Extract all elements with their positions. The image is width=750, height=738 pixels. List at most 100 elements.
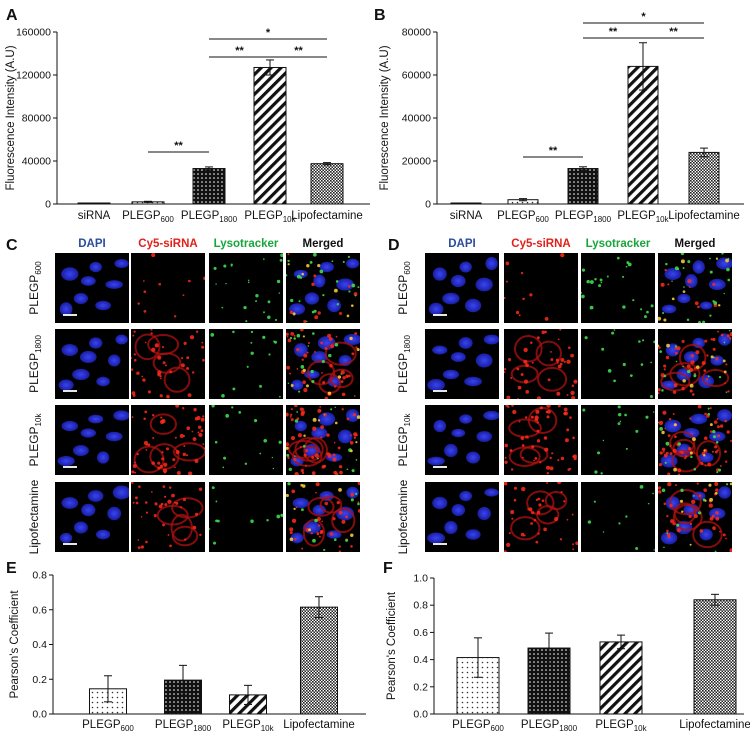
row-label-sub: 600 (403, 261, 412, 275)
category-label-3: Lipofectamine (283, 719, 355, 731)
y-tick-label: 0.8 (32, 570, 47, 582)
micrograph-content (504, 329, 578, 399)
significance-label: ** (174, 140, 183, 152)
y-tick-label: 0.6 (32, 604, 47, 616)
row-label-base: PLEGP (396, 426, 410, 466)
row-label-0: PLEGP600 (396, 261, 412, 315)
category-label-4: Lipofectamine (291, 210, 363, 222)
category-label-3-base: PLEGP (244, 210, 283, 222)
category-label-1-base: PLEGP (497, 210, 536, 222)
row-label-sub: 1800 (34, 335, 43, 353)
micrograph-content (211, 405, 282, 470)
row-label-base: PLEGP (27, 353, 41, 393)
bar-3 (300, 606, 338, 715)
micrograph-content (210, 330, 281, 398)
y-tick-label: 120000 (16, 70, 51, 82)
micrograph-content (582, 405, 655, 475)
category-label-0-sub: 600 (491, 724, 505, 733)
category-label-0-base: siRNA (78, 210, 111, 222)
micrograph-content (427, 410, 499, 466)
significance-label: * (266, 27, 271, 39)
micrograph-cy5 (131, 253, 205, 323)
y-tick-label: 0.8 (413, 600, 428, 612)
category-label-3-sub: 10k (283, 215, 297, 224)
micrograph-content (59, 485, 129, 544)
category-label-2-base: PLEGP (181, 210, 220, 222)
category-label-1-sub: 1800 (559, 724, 577, 733)
micrograph-lyso (581, 253, 655, 323)
y-axis-title: Fluorescence Intensity (A.U) (5, 45, 17, 190)
micrograph-content (504, 482, 578, 552)
micrograph-content (587, 484, 655, 551)
category-label-2-sub: 1800 (219, 215, 237, 224)
micrograph-cy5 (504, 253, 578, 323)
micrograph-lyso (581, 482, 655, 552)
y-tick-label: 1.0 (413, 573, 428, 585)
y-tick-label: 0.2 (413, 681, 428, 693)
category-label-2-base: PLEGP (222, 719, 261, 731)
category-label-0: siRNA (78, 210, 111, 222)
micrograph-content (658, 253, 732, 323)
y-axis-title: Pearson's Coefficient (386, 591, 398, 700)
micrograph-content (59, 258, 129, 316)
row-label-base: Lipofectamine (27, 479, 41, 554)
micrograph-content (428, 256, 498, 316)
micrograph-content (286, 405, 360, 475)
row-label-base: PLEGP (27, 275, 41, 315)
category-label-0-base: siRNA (450, 210, 483, 222)
y-tick-label: 0.6 (413, 627, 428, 639)
micrograph-content (286, 253, 360, 323)
micrograph-content (286, 482, 360, 552)
micrograph-content (58, 334, 128, 391)
row-label-sub: 10k (34, 413, 43, 427)
bar-3 (253, 66, 287, 205)
row-label-sub: 1800 (403, 335, 412, 353)
category-label-2: PLEGP10k (222, 719, 274, 733)
category-label-1: PLEGP600 (122, 210, 174, 224)
category-label-3-base: PLEGP (617, 210, 656, 222)
category-label-1-sub: 1800 (193, 724, 211, 733)
category-label-3: PLEGP10k (617, 210, 669, 224)
row-label-sub: 10k (403, 413, 412, 427)
category-label-4-base: Lipofectamine (291, 210, 363, 222)
row-label-3: Lipofectamine (27, 479, 41, 554)
row-label-base: PLEGP (27, 426, 41, 466)
micrograph-content (427, 488, 499, 544)
panel-letter-b: B (374, 7, 386, 24)
bar-3 (693, 599, 737, 715)
y-axis-title: Fluorescence Intensity (A.U) (379, 45, 391, 190)
category-label-0-sub: 600 (121, 724, 135, 733)
bar-2 (599, 641, 643, 715)
micrograph-cy5 (131, 405, 205, 475)
chart-f: 0.0 0.2 0.4 0.6 0.8 1.0 Pearson's Coefficient P… (386, 573, 750, 734)
category-label-2-base: PLEGP (555, 210, 594, 222)
category-label-0: PLEGP600 (452, 719, 504, 733)
category-label-1: PLEGP600 (497, 210, 549, 224)
row-label-2: PLEGP10k (27, 413, 43, 467)
y-tick-label: 0.0 (413, 709, 428, 721)
micrograph-lyso (581, 405, 655, 475)
bar-2 (192, 168, 226, 205)
bar-4 (688, 151, 720, 205)
column-header-cy5: Cy5-siRNA (138, 238, 197, 250)
column-header-merged: Merged (675, 238, 716, 250)
row-label-2: PLEGP10k (396, 413, 412, 467)
micrograph-content (584, 329, 655, 399)
category-label-0: PLEGP600 (82, 719, 134, 733)
micrograph-content (131, 405, 205, 475)
category-label-2-sub: 1800 (593, 215, 611, 224)
category-label-2-sub: 10k (261, 724, 275, 733)
y-axis-title: Pearson's Coefficient (9, 590, 21, 699)
panel-letter-e: E (6, 560, 17, 577)
y-tick-label: 0.4 (413, 654, 428, 666)
micrograph-content (131, 482, 204, 550)
micrograph-content (504, 253, 565, 321)
category-label-3-base: Lipofectamine (679, 719, 750, 731)
y-tick-label: 0.0 (32, 709, 47, 721)
y-tick-label: 60000 (402, 70, 431, 82)
category-label-0-base: PLEGP (452, 719, 491, 731)
micrograph-content (504, 405, 577, 475)
category-label-3: Lipofectamine (679, 719, 750, 731)
category-label-1-base: PLEGP (521, 719, 560, 731)
